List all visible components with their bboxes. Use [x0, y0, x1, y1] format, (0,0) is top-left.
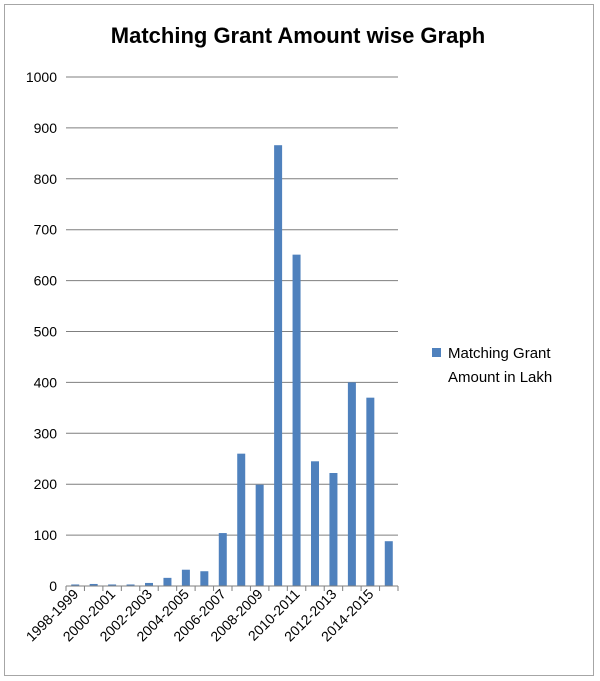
- bar: [200, 571, 209, 586]
- bar: [89, 583, 98, 586]
- legend-label-line-1: Matching Grant: [448, 345, 551, 362]
- bar: [329, 473, 338, 586]
- y-tick-label: 600: [34, 273, 58, 289]
- y-tick-label: 900: [34, 120, 58, 136]
- y-tick-label: 400: [34, 374, 58, 390]
- bar: [163, 577, 172, 586]
- bar: [384, 541, 393, 586]
- bar: [255, 484, 264, 586]
- y-tick-label: 1000: [26, 69, 57, 85]
- y-tick-label: 700: [34, 222, 58, 238]
- bar: [366, 397, 375, 586]
- y-tick-label: 800: [34, 171, 58, 187]
- bar: [274, 145, 283, 586]
- y-tick-label: 100: [34, 527, 58, 543]
- legend: Matching Grant Amount in Lakh: [432, 345, 552, 386]
- bar: [292, 254, 301, 587]
- bar: [237, 453, 246, 586]
- y-tick-label: 500: [34, 324, 58, 340]
- bar: [108, 584, 117, 586]
- bars: [71, 145, 393, 587]
- chart-title: Matching Grant Amount wise Graph: [111, 23, 485, 48]
- bar: [311, 461, 319, 586]
- gridlines: [66, 76, 398, 536]
- bar: [218, 533, 227, 586]
- x-axis: [65, 585, 399, 591]
- bar: [145, 582, 153, 586]
- legend-label-line-2: Amount in Lakh: [448, 369, 552, 386]
- bar: [347, 382, 356, 586]
- legend-swatch: [432, 348, 441, 357]
- bar: [71, 584, 80, 586]
- x-axis-tick-labels: 1998-19992000-20012002-20032004-20052006…: [23, 586, 377, 645]
- bar: [181, 569, 190, 586]
- y-axis-tick-labels: 0 100 200 300 400 500 600 700 800 900 1000: [26, 69, 57, 594]
- bar: [126, 584, 135, 586]
- y-tick-label: 200: [34, 476, 58, 492]
- y-tick-label: 0: [49, 578, 57, 594]
- y-tick-label: 300: [34, 425, 58, 441]
